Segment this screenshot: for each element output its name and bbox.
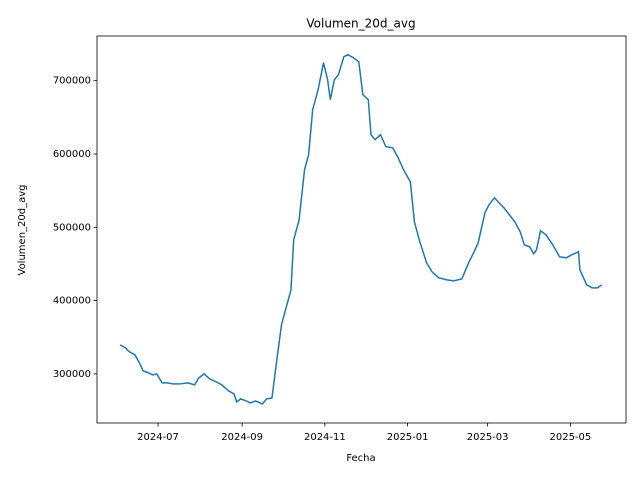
x-axis-label: Fecha xyxy=(346,453,375,464)
y-tick-label: 600000 xyxy=(53,149,91,160)
y-axis-label: Volumen_20d_avg xyxy=(17,185,28,276)
x-tick-label: 2024-09 xyxy=(221,432,263,443)
y-tick-label: 400000 xyxy=(53,296,91,307)
data-line xyxy=(119,53,603,405)
x-tick-label: 2025-01 xyxy=(387,432,429,443)
y-tick-label: 300000 xyxy=(53,369,91,380)
x-tick-label: 2025-05 xyxy=(549,432,591,443)
y-tick-label: 500000 xyxy=(53,222,91,233)
x-tick-label: 2024-11 xyxy=(304,432,346,443)
y-tick-label: 700000 xyxy=(53,76,91,87)
chart-title: Volumen_20d_avg xyxy=(306,17,415,31)
x-tick-label: 2024-07 xyxy=(137,432,179,443)
x-tick-label: 2025-03 xyxy=(467,432,509,443)
plot-frame xyxy=(96,35,627,424)
